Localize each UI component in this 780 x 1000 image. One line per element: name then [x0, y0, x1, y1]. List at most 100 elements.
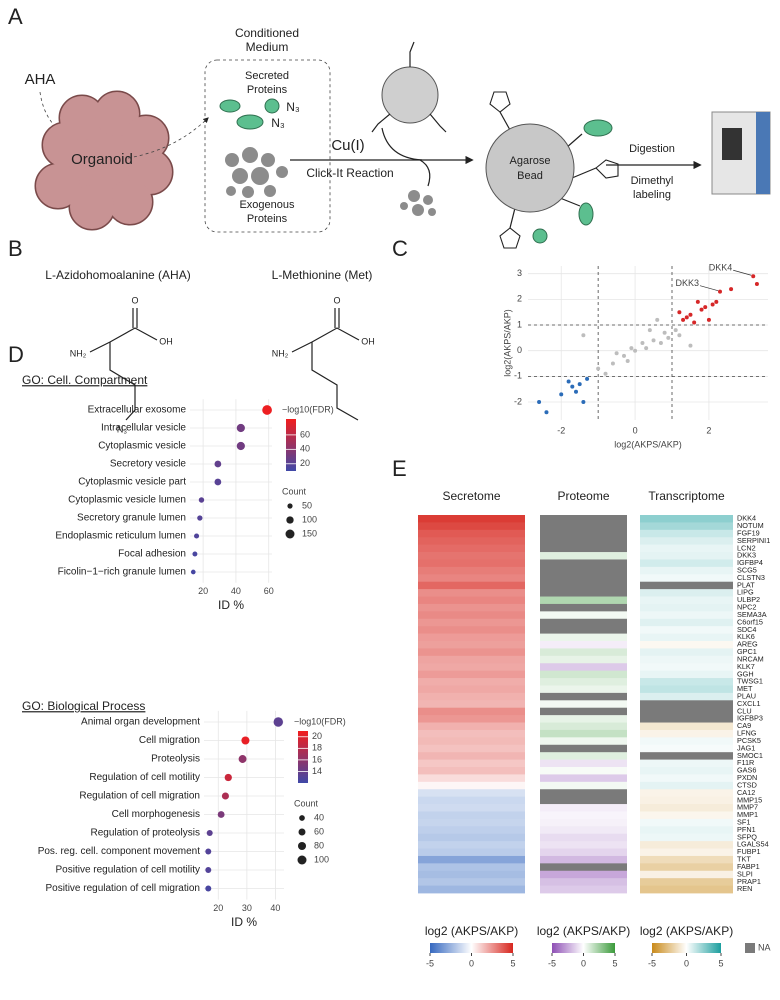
legend-title: −log10(FDR): [282, 404, 334, 414]
heat-cell: [640, 848, 733, 857]
heat-cell: [418, 663, 525, 672]
category-label: Intracellular vesicle: [101, 423, 186, 434]
dot: [221, 792, 229, 800]
heat-cell: [418, 611, 525, 620]
point: [651, 338, 656, 343]
heat-cell: [540, 752, 627, 760]
point: [622, 353, 626, 358]
heat-cell: [640, 670, 733, 679]
gene-label: KLK6: [737, 632, 755, 641]
labeling-label: labeling: [633, 189, 671, 201]
gene-label: CXCL1: [737, 699, 761, 708]
heat-cell: [540, 678, 627, 686]
heat-cell: [540, 515, 627, 523]
gene-label: PRAP1: [737, 877, 761, 886]
heat-cell: [540, 529, 627, 538]
point: [644, 346, 649, 351]
heat-cell: [540, 552, 627, 560]
point: [714, 299, 719, 304]
dot: [205, 885, 212, 892]
category-label: Regulation of proteolysis: [90, 828, 200, 839]
atom-label: OH: [361, 336, 375, 346]
heat-cell: [418, 626, 525, 634]
bead-label: Bead: [517, 170, 543, 182]
heat-cell: [418, 752, 525, 760]
panel-label: D: [8, 342, 24, 367]
gene-label: F11R: [737, 758, 754, 767]
size-label: 50: [302, 500, 312, 510]
heat-cell: [640, 722, 733, 731]
colorbar-label: 0: [581, 958, 586, 968]
gene-label: PCSK5: [737, 736, 761, 745]
heat-cell: [640, 774, 733, 783]
category-label: Regulation of cell migration: [79, 791, 200, 802]
colorbar-label: 0: [469, 958, 474, 968]
size-key: [297, 855, 307, 865]
category-label: Cell morphogenesis: [112, 809, 200, 820]
heat-cell: [540, 885, 627, 894]
heat-cell: [418, 811, 525, 820]
legend-title: −log10(FDR): [294, 716, 346, 726]
gene-label: MMP1: [737, 810, 758, 819]
heat-cell: [640, 581, 733, 590]
category-label: Positive regulation of cell motility: [55, 865, 200, 876]
atom-label: O: [131, 295, 138, 305]
heat-cell: [418, 692, 525, 701]
organoid-label: Organoid: [71, 151, 133, 168]
category-label: Cytoplasmic vesicle part: [78, 477, 186, 488]
colorbar-label: -5: [426, 958, 434, 968]
heat-cell: [418, 841, 525, 849]
atom-label: NH₂: [272, 348, 289, 358]
size-label: 40: [314, 812, 324, 822]
heat-cell: [640, 522, 733, 531]
heat-cell: [640, 767, 733, 775]
heat-cell: [418, 581, 525, 590]
dot: [262, 405, 272, 415]
heat-cell: [640, 529, 733, 538]
colorbar-label: 60: [300, 429, 310, 439]
heat-cell: [540, 611, 627, 620]
gene-label: NRCAM: [737, 654, 764, 663]
gene-label: TWSG1: [737, 677, 763, 686]
secreted-label: Secreted: [245, 70, 289, 82]
category-label: Cell migration: [139, 735, 200, 746]
bead-label: Agarose: [510, 155, 551, 167]
heat-cell: [418, 648, 525, 657]
point: [633, 348, 638, 353]
point: [754, 281, 759, 286]
heat-cell: [540, 648, 627, 657]
heat-cell: [540, 589, 627, 597]
panel-title: Transcriptome: [648, 489, 725, 503]
category-label: Ficolin−1−rich granule lumen: [58, 567, 186, 578]
medium-box: [204, 59, 331, 233]
point: [581, 333, 586, 338]
washed-proteins: [400, 190, 436, 216]
heat-cell: [540, 848, 627, 857]
point: [577, 382, 582, 387]
heat-cell: [418, 870, 525, 879]
point: [706, 317, 711, 322]
heat-cell: [640, 729, 733, 738]
size-label: 100: [302, 514, 317, 524]
x-axis-title: ID %: [218, 598, 244, 612]
azide-label: N₃: [286, 100, 300, 114]
point: [673, 328, 678, 333]
gene-label: LIPG: [737, 588, 754, 597]
gene-label: PXDN: [737, 773, 757, 782]
heat-cell: [640, 826, 733, 835]
heat-cell: [540, 855, 627, 864]
point: [581, 400, 586, 405]
point: [566, 379, 571, 384]
atom-label: NH₂: [70, 348, 87, 358]
category-label: Regulation of cell motility: [89, 772, 200, 783]
panel-label: B: [8, 236, 23, 261]
point: [699, 307, 704, 312]
colorbar-label: 16: [312, 754, 322, 764]
heat-cell: [640, 833, 733, 842]
medium-label: Conditioned: [235, 26, 299, 40]
colorbar-title: log2 (AKPS/AKP): [640, 924, 733, 938]
heat-cell: [640, 678, 733, 686]
heat-cell: [540, 744, 627, 753]
heat-cell: [640, 515, 733, 523]
